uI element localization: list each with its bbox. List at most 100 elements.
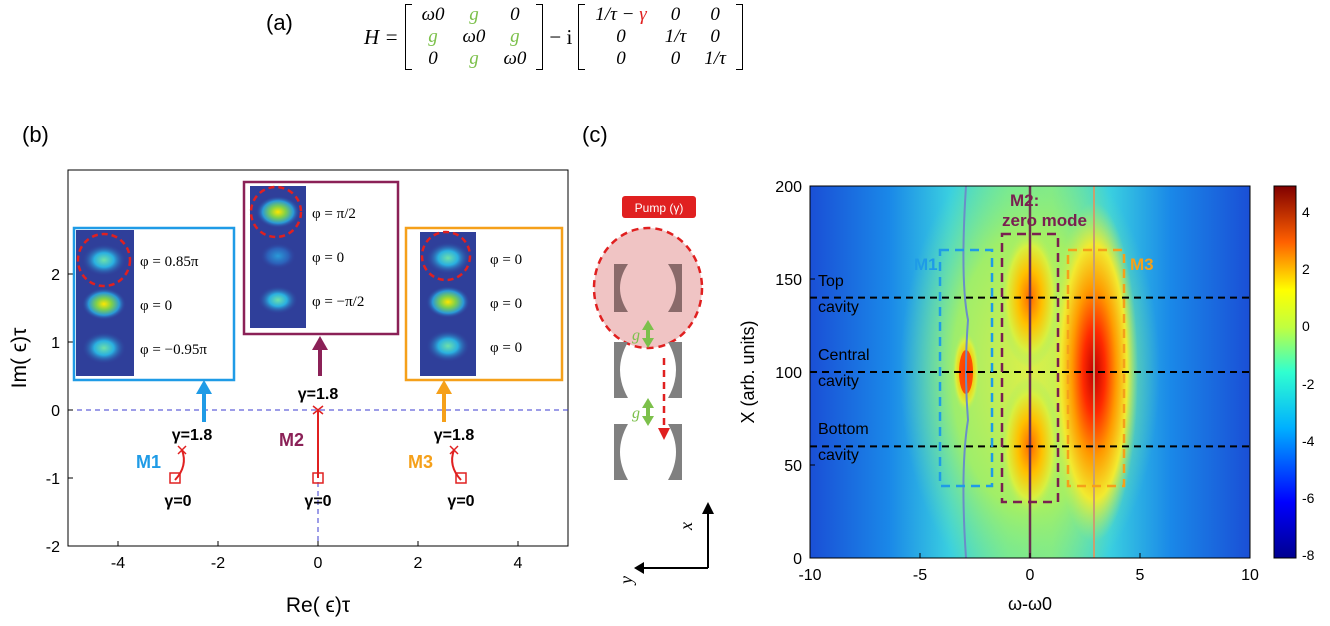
- colorbar-tick-label: -2: [1302, 376, 1315, 392]
- hm-x-tick-label: -10: [798, 567, 821, 584]
- m3-phase: φ = 0: [490, 252, 522, 268]
- m1-gamma-start: γ=0: [164, 493, 191, 510]
- m3-phase: φ = 0: [490, 296, 522, 312]
- hm-x-axis-label: ω-ω0: [1008, 594, 1052, 614]
- hm-x-tick-label: 0: [1026, 567, 1035, 584]
- hamiltonian-minus-i: − i: [549, 24, 573, 49]
- bottom-cavity-label: cavity: [818, 447, 859, 464]
- m1-arrow: [196, 380, 212, 422]
- cavity-lines: [810, 296, 1250, 448]
- coupling-arrow-top: g: [632, 320, 654, 348]
- pump-box: [622, 196, 696, 218]
- hamiltonian-lhs: H =: [364, 24, 399, 49]
- bottom-cavity-right-mirror: [668, 424, 682, 480]
- m2-heatmap-sublabel: zero mode: [1002, 211, 1087, 230]
- m3-gamma-start: γ=0: [447, 493, 474, 510]
- axis-ticks: [68, 273, 519, 547]
- colorbar-tick-label: 0: [1302, 318, 1310, 334]
- heatmap-ticks: [809, 185, 1251, 559]
- central-cavity-label: Central: [818, 347, 870, 364]
- m1-spectral-line: [962, 186, 970, 558]
- m3-region-box: [1066, 248, 1126, 488]
- m2-start-marker: [312, 472, 324, 484]
- top-cavity-label: cavity: [818, 299, 859, 316]
- panel-c-label: (c): [582, 122, 608, 147]
- hm-x-tick-label: 10: [1241, 567, 1259, 584]
- m2-gamma-end: γ=1.8: [298, 386, 339, 403]
- x-tick-label: 2: [414, 555, 423, 572]
- coupling-arrow-bottom: g: [632, 398, 654, 426]
- m1-inset: φ = 0.85π φ = 0 φ = −0.95π: [72, 226, 236, 382]
- y-axis-label: Im( ϵ)τ: [8, 327, 31, 388]
- hm-y-tick-label: 0: [793, 551, 802, 568]
- hamiltonian-matrix-coupling: ω0 g 0 g ω0 g 0 g ω0: [404, 4, 544, 70]
- m2-inset: φ = π/2 φ = 0 φ = −π/2: [242, 180, 400, 336]
- m1-heatmap-label: M1: [914, 255, 938, 274]
- hm-y-axis-label: X (arb. units): [738, 320, 758, 423]
- m2-heatmap-label: M2:: [1010, 191, 1039, 210]
- top-cavity-left-mirror: [614, 264, 628, 312]
- colorbar-tick-label: 4: [1302, 204, 1310, 220]
- m2-highlight-ring: [249, 185, 303, 239]
- central-cavity-left-mirror: [614, 342, 628, 398]
- m1-start-marker: [169, 472, 181, 484]
- m3-highlight-ring: [420, 230, 472, 282]
- m3-start-marker: [455, 472, 467, 484]
- x-tick-label: -2: [211, 555, 225, 572]
- x-tick-label: 4: [514, 555, 523, 572]
- cavity-schematic: Pump (γ) g g x y: [592, 196, 714, 586]
- m2-gamma-start: γ=0: [304, 493, 331, 510]
- m2-region-box: [1000, 232, 1060, 504]
- heatmap-field: [810, 186, 1250, 558]
- eigenvalue-plot: -4 -2 0 2 4 -2 -1 0 1 2 Re( ϵ)τ Im( ϵ)τ …: [8, 169, 569, 617]
- x-tick-label: 0: [314, 555, 323, 572]
- y-tick-label: 1: [51, 335, 60, 352]
- colorbar-tick-label: -6: [1302, 490, 1315, 506]
- colorbar-tick-label: 2: [1302, 261, 1310, 277]
- m1-gamma-end: γ=1.8: [172, 427, 213, 444]
- m1-label: M1: [136, 452, 161, 472]
- colorbar-tick-label: -8: [1302, 547, 1315, 563]
- hm-y-tick-label: 150: [775, 272, 802, 289]
- m3-heatmap-label: M3: [1130, 255, 1154, 274]
- panel-b-label: (b): [22, 122, 49, 147]
- m2-phase: φ = π/2: [312, 206, 356, 222]
- m2-phase: φ = 0: [312, 250, 344, 266]
- top-cavity-right-mirror: [668, 264, 682, 312]
- m2-label: M2: [279, 430, 304, 450]
- central-cavity-label: cavity: [818, 373, 859, 390]
- coordinate-axes: x y: [616, 502, 714, 586]
- emission-arrow-head: [658, 428, 670, 440]
- m3-gamma-end: γ=1.8: [434, 427, 475, 444]
- hm-x-tick-label: -5: [913, 567, 927, 584]
- x-axis-label: Re( ϵ)τ: [286, 594, 351, 617]
- y-tick-label: -2: [46, 539, 60, 556]
- end-markers: [177, 405, 459, 455]
- m1-phase: φ = −0.95π: [140, 342, 207, 358]
- m1-phase: φ = 0: [140, 298, 172, 314]
- panel-a-label: (a): [266, 10, 293, 35]
- top-cavity-label: Top: [818, 273, 844, 290]
- m3-arrow: [436, 380, 452, 422]
- hm-x-tick-label: 5: [1136, 567, 1145, 584]
- m1-phase: φ = 0.85π: [140, 254, 199, 270]
- y-tick-label: 0: [51, 403, 60, 420]
- hm-y-tick-label: 100: [775, 365, 802, 382]
- coupling-label: g: [632, 405, 640, 422]
- m2-phase: φ = −π/2: [312, 294, 364, 310]
- m1-region-box: [938, 248, 994, 488]
- colorbar-tick-label: -4: [1302, 433, 1315, 449]
- m3-phase: φ = 0: [490, 340, 522, 356]
- y-tick-label: -1: [46, 471, 60, 488]
- colorbar: [1273, 185, 1297, 559]
- hm-y-tick-label: 50: [784, 458, 802, 475]
- spectrum-heatmap: M1 M2: zero mode M3 Top cavity Central c…: [738, 179, 1315, 614]
- hm-y-tick-label: 200: [775, 179, 802, 196]
- m1-highlight-ring: [76, 232, 132, 288]
- m3-inset: φ = 0 φ = 0 φ = 0: [404, 226, 564, 382]
- y-tick-label: 2: [51, 267, 60, 284]
- x-tick-label: -4: [111, 555, 125, 572]
- m3-trajectory: [451, 449, 462, 481]
- bottom-cavity-left-mirror: [614, 424, 628, 480]
